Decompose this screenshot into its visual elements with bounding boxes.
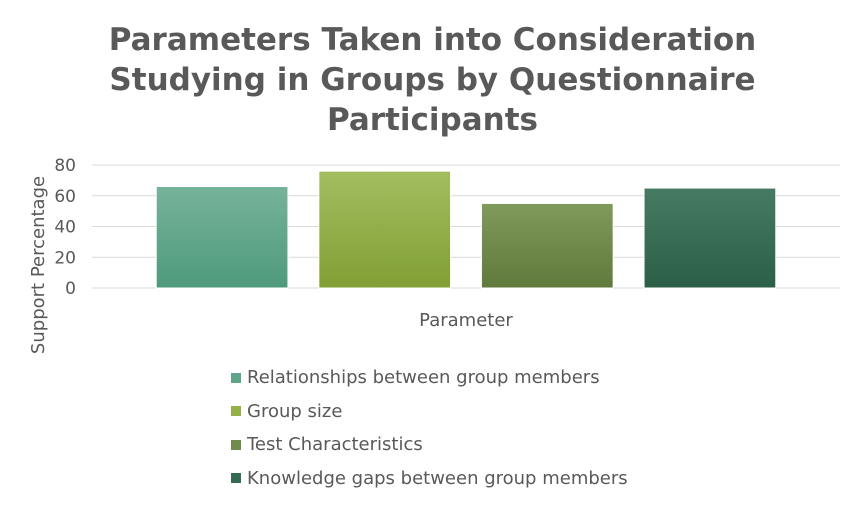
legend-label: Relationships between group members [247, 367, 600, 389]
legend-item: Test Characteristics [231, 428, 628, 462]
bar-knowledge-gaps-between-group-members [643, 187, 777, 289]
chart-title-line-2: Studying in Groups by Questionnaire [109, 62, 756, 98]
y-tick-label: 0 [65, 279, 76, 299]
legend-item: Group size [231, 395, 628, 429]
legend-label: Group size [247, 400, 343, 422]
y-tick-label: 20 [54, 248, 76, 268]
legend-swatch [231, 406, 241, 417]
legend: Relationships between group members Grou… [231, 361, 628, 495]
bar-test-characteristics [480, 202, 614, 289]
legend-swatch [231, 439, 241, 450]
y-tick-label: 80 [54, 156, 76, 176]
y-tick-label: 60 [54, 187, 76, 207]
bar-group-size [318, 170, 452, 289]
bar-relationships-between-group-members [155, 186, 289, 289]
legend-item: Knowledge gaps between group members [231, 462, 628, 496]
legend-swatch [231, 372, 241, 383]
x-axis-label: Parameter [419, 310, 513, 331]
chart-title-line-3: Participants [327, 102, 538, 138]
y-tick-label: 40 [54, 218, 76, 238]
chart-title-line-1: Parameters Taken into Consideration [108, 22, 757, 58]
y-axis-label: Support Percentage [28, 176, 49, 354]
legend-label: Knowledge gaps between group members [247, 467, 628, 489]
legend-label: Test Characteristics [247, 434, 423, 456]
legend-item: Relationships between group members [231, 361, 628, 395]
legend-swatch [231, 473, 241, 484]
